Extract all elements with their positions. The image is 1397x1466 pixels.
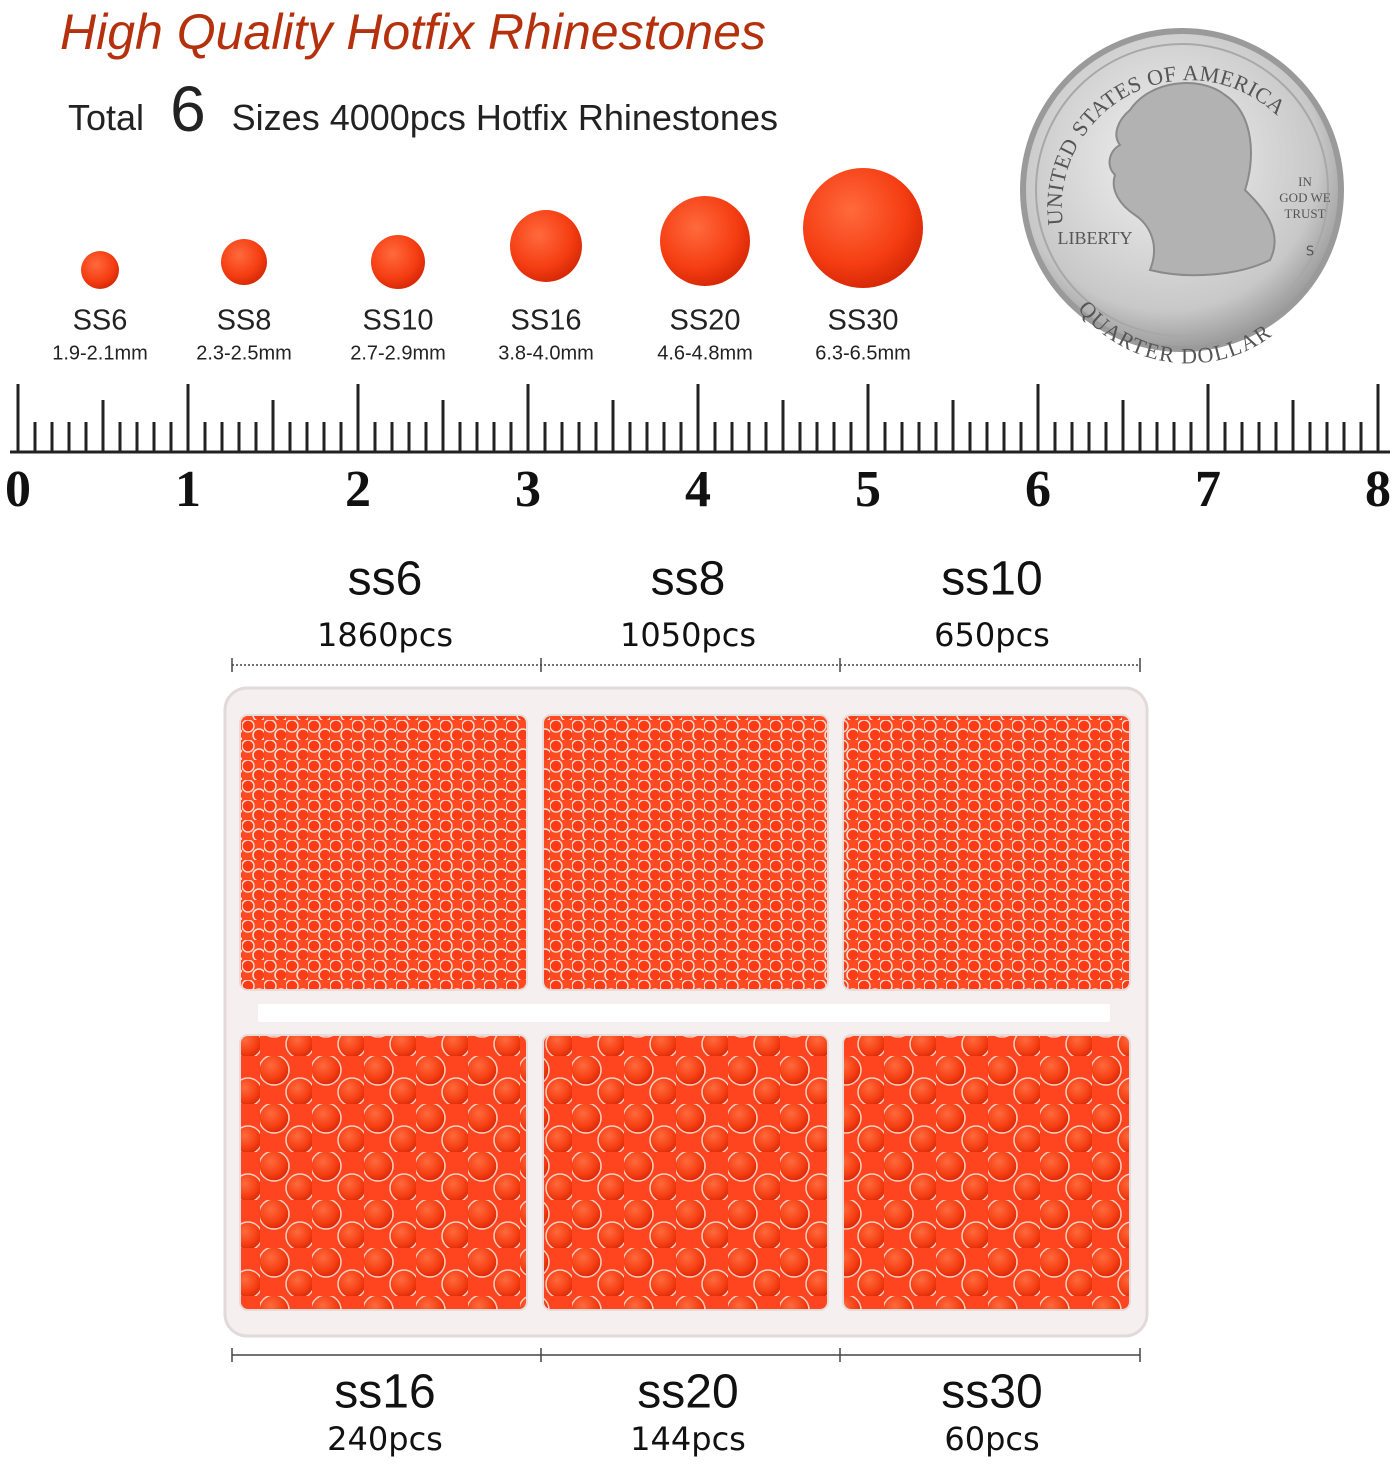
compartments: ss6 1860pcs ss8 1050pcs ss10 650pcs ss16240pcs… (239, 553, 1131, 1458)
ruler-label: 3 (515, 461, 541, 518)
size-name: SS16 (511, 305, 582, 337)
subtitle: Total 6 Sizes 4000pcs Hotfix Rhinestones (68, 73, 778, 145)
compartment-count: 1860pcs (317, 616, 453, 654)
title: High Quality Hotfix Rhinestones (60, 4, 766, 60)
coin-motto-line: GOD WE (1279, 190, 1330, 205)
compartment-count: 60pcs (944, 1420, 1039, 1458)
size-name: SS20 (670, 305, 741, 337)
size-diameter: 4.6-4.8mm (657, 342, 753, 364)
coin-portrait (1108, 82, 1276, 277)
size-diameter: 3.8-4.0mm (498, 342, 594, 364)
brackets (231, 658, 1141, 1362)
size-diameter: 2.3-2.5mm (196, 342, 292, 364)
coin: UNITED STATES OF AMERICA QUARTER DOLLAR … (1020, 28, 1344, 368)
size-sample (660, 196, 750, 286)
compartment-size: ss16 (334, 1366, 435, 1419)
size-name: SS10 (363, 305, 434, 337)
ruler-label: 7 (1195, 461, 1221, 518)
size-name: SS6 (73, 305, 128, 337)
ruler-label: 5 (855, 461, 881, 518)
coin-ring (1035, 43, 1329, 337)
compartment (842, 1034, 1131, 1311)
size-diameter: 1.9-2.1mm (52, 342, 148, 364)
ruler: 0 1 2 3 4 5 6 7 8 (5, 384, 1391, 518)
size-name: SS8 (217, 305, 272, 337)
compartment-size: ss20 (637, 1366, 738, 1419)
ruler-label: 8 (1365, 461, 1391, 518)
coin-motto-line: TRUST (1284, 206, 1325, 221)
size-diameter: 6.3-6.5mm (815, 342, 911, 364)
size-sample (81, 251, 119, 289)
size-sample (510, 210, 582, 282)
compartment-count: 240pcs (327, 1420, 443, 1458)
size-name: SS30 (828, 305, 899, 337)
ruler-label: 0 (5, 461, 31, 518)
compartment-size: ss6 (348, 553, 423, 606)
ruler-label: 2 (345, 461, 371, 518)
compartment-count: 144pcs (630, 1420, 746, 1458)
total-suffix: Sizes 4000pcs Hotfix Rhinestones (232, 97, 778, 138)
compartment-count: 1050pcs (620, 616, 756, 654)
total-count: 6 (170, 73, 206, 145)
coin-liberty: LIBERTY (1058, 228, 1133, 248)
compartment (842, 714, 1131, 991)
size-diameter: 2.7-2.9mm (350, 342, 446, 364)
compartment-count: 650pcs (934, 616, 1050, 654)
box-divider (258, 1004, 1110, 1022)
size-sample (803, 168, 923, 288)
ruler-label: 6 (1025, 461, 1051, 518)
coin-motto-line: IN (1298, 174, 1312, 189)
compartment-size: ss8 (651, 553, 726, 606)
compartment (239, 714, 528, 991)
compartment-size: ss10 (941, 553, 1042, 606)
compartment (542, 714, 829, 991)
compartment (239, 1034, 528, 1311)
size-sample (371, 235, 425, 289)
ruler-label: 1 (175, 461, 201, 518)
compartment (542, 1034, 829, 1311)
total-prefix: Total (68, 97, 144, 138)
ruler-label: 4 (685, 461, 711, 518)
coin-mint: S (1306, 245, 1314, 260)
size-chart: SS6 1.9-2.1mm SS8 2.3-2.5mm SS10 2.7-2.9mm SS1… (52, 168, 923, 364)
compartment-size: ss30 (941, 1366, 1042, 1419)
size-sample (221, 239, 267, 285)
